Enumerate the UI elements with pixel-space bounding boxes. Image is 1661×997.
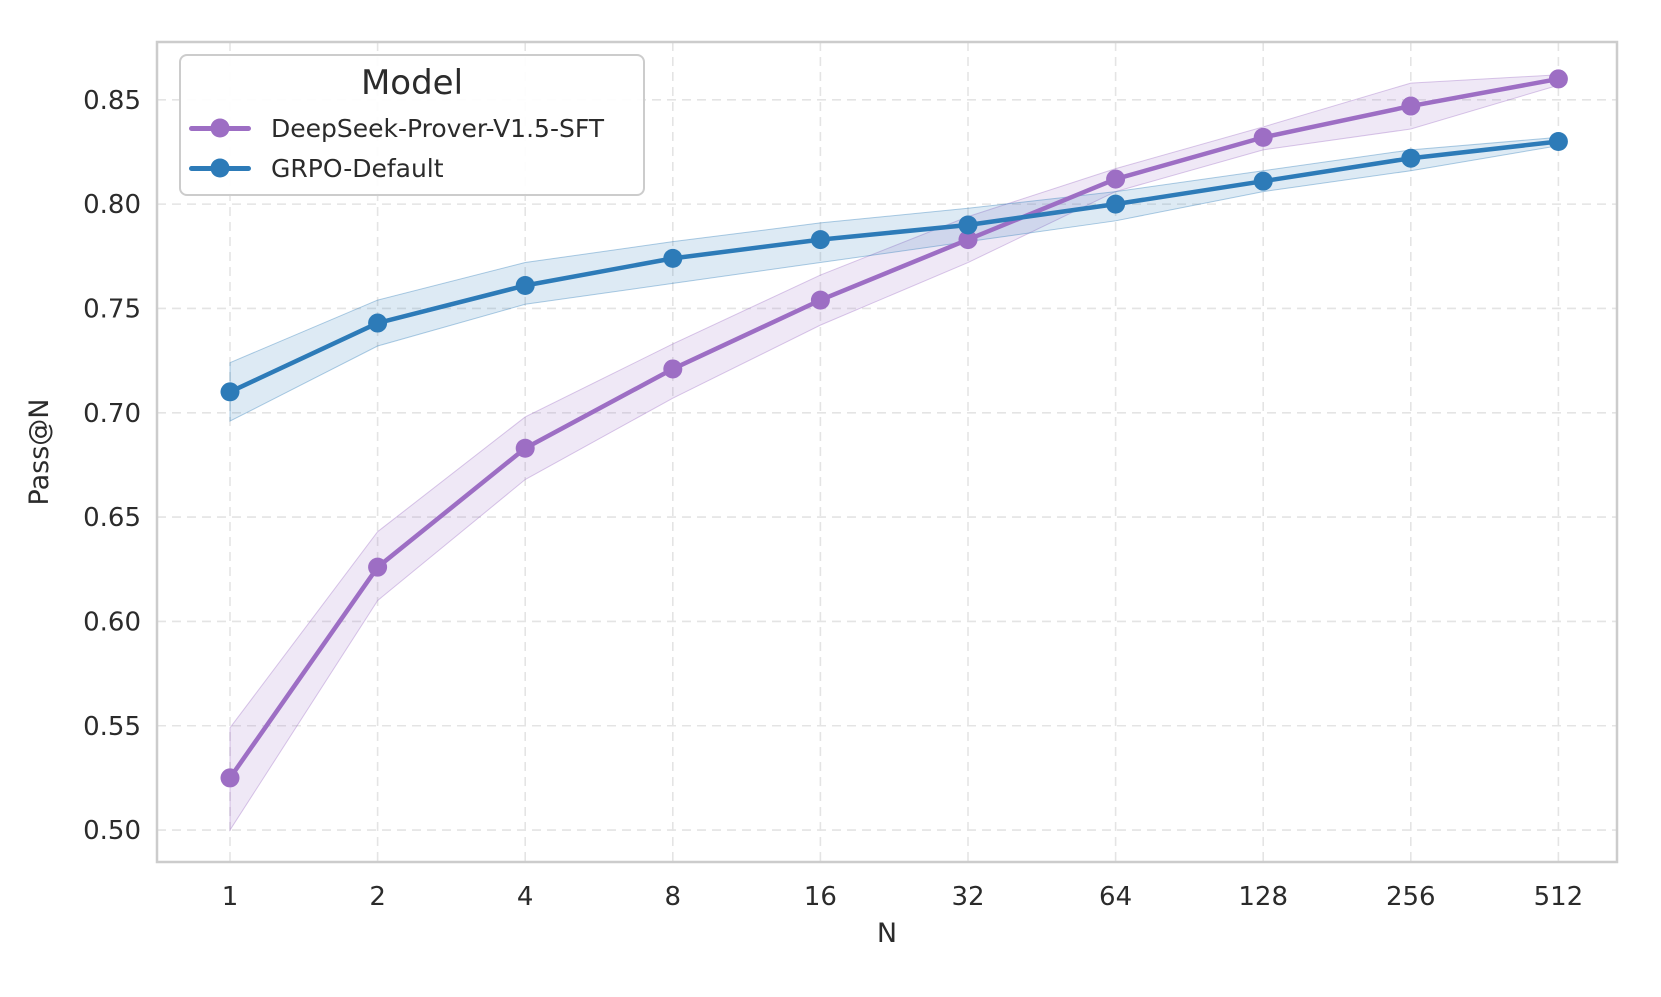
y-tick-labels: 0.50 0.55 0.60 0.65 0.70 0.75 0.80 0.85 xyxy=(83,86,141,846)
data-point xyxy=(810,230,830,250)
data-point xyxy=(1106,194,1126,214)
x-tick-label: 32 xyxy=(951,882,984,912)
data-point xyxy=(1106,169,1126,189)
x-tick-label: 128 xyxy=(1238,882,1288,912)
y-tick-label: 0.65 xyxy=(83,503,141,533)
y-tick-label: 0.80 xyxy=(83,190,141,220)
y-tick-label: 0.70 xyxy=(83,399,141,429)
data-point xyxy=(810,290,830,310)
x-tick-label: 256 xyxy=(1386,882,1436,912)
y-tick-label: 0.55 xyxy=(83,712,141,742)
x-axis-label: N xyxy=(877,918,897,949)
deepseek-prover-line-marker-icon xyxy=(189,118,251,138)
y-tick-label: 0.60 xyxy=(83,607,141,637)
data-point xyxy=(958,215,978,235)
x-tick-label: 64 xyxy=(1099,882,1132,912)
y-tick-label: 0.85 xyxy=(83,86,141,116)
legend-title: Model xyxy=(360,63,464,103)
data-point xyxy=(368,557,388,577)
legend: Model DeepSeek-Prover-V1.5-SFT GRPO-Defa… xyxy=(179,54,645,196)
x-tick-label: 8 xyxy=(665,882,682,912)
series-lines xyxy=(227,76,1561,781)
legend-item-grpo-default: GRPO-Default xyxy=(181,148,643,188)
data-point xyxy=(368,313,388,333)
plot-border xyxy=(155,40,1619,864)
grpo-default-line-marker-icon xyxy=(189,158,251,178)
x-tick-label: 512 xyxy=(1534,882,1584,912)
legend-label-grpo-default: GRPO-Default xyxy=(271,153,444,183)
gridlines xyxy=(157,42,1617,862)
data-point xyxy=(1253,171,1273,191)
data-point xyxy=(515,438,535,458)
data-point xyxy=(663,359,683,379)
legend-item-deepseek-prover: DeepSeek-Prover-V1.5-SFT xyxy=(181,108,643,148)
data-point xyxy=(663,248,683,268)
x-tick-label: 4 xyxy=(517,882,534,912)
data-point xyxy=(220,382,240,402)
data-point xyxy=(958,230,978,250)
data-point xyxy=(1401,148,1421,168)
data-point xyxy=(1548,69,1568,89)
series-markers xyxy=(220,69,1568,788)
x-tick-labels: 1 2 4 8 16 32 64 128 256 512 xyxy=(222,882,1583,912)
series-line xyxy=(227,76,1561,781)
legend-label-deepseek-prover: DeepSeek-Prover-V1.5-SFT xyxy=(271,113,605,143)
y-tick-label: 0.50 xyxy=(83,816,141,846)
data-point xyxy=(1548,132,1568,152)
data-point xyxy=(220,768,240,788)
x-tick-label: 2 xyxy=(369,882,386,912)
x-tick-label: 16 xyxy=(804,882,837,912)
series-line xyxy=(227,139,1561,395)
y-tick-label: 0.75 xyxy=(83,294,141,324)
x-tick-label: 1 xyxy=(222,882,239,912)
data-point xyxy=(1401,96,1421,116)
data-point xyxy=(1253,127,1273,147)
y-axis-label: Pass@N xyxy=(24,399,55,506)
data-point xyxy=(515,275,535,295)
